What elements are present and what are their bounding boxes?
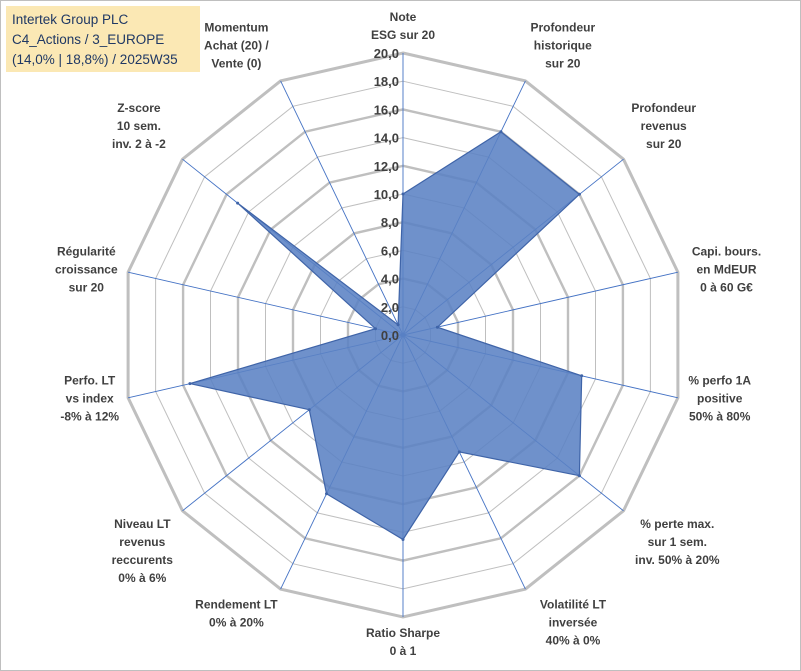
series-point bbox=[577, 192, 581, 196]
axis-label: % perfo 1A positive 50% à 80% bbox=[688, 374, 751, 424]
series-point bbox=[577, 474, 581, 478]
series-point bbox=[307, 408, 311, 412]
series-point bbox=[499, 130, 503, 134]
series-point bbox=[325, 492, 328, 496]
series-point bbox=[401, 192, 405, 196]
axis-label: Profondeur historique sur 20 bbox=[530, 21, 595, 71]
series-point bbox=[188, 382, 192, 386]
radar-series bbox=[188, 130, 584, 541]
radar-axis-labels: Note ESG sur 20 Profondeur historique sur 20… bbox=[55, 10, 761, 658]
axis-label: Ratio Sharpe 0 à 1 bbox=[366, 626, 440, 658]
title-line-stats: (14,0% | 18,8%) / 2025W35 bbox=[12, 52, 178, 67]
axis-label: Volatilité LT inversée 40% à 0% bbox=[540, 597, 607, 647]
axis-label: Z-score 10 sem. inv. 2 à -2 bbox=[112, 101, 166, 151]
tick-label: 4,0 bbox=[381, 272, 399, 287]
tick-label: 12,0 bbox=[374, 159, 399, 174]
axis-label: Note ESG sur 20 bbox=[371, 10, 435, 42]
series-point bbox=[435, 325, 439, 329]
axis-label: % perte max. sur 1 sem. inv. 50% à 20% bbox=[635, 517, 720, 567]
title-box: Intertek Group PLC C4_Actions / 3_EUROPE… bbox=[6, 6, 200, 72]
tick-label: 8,0 bbox=[381, 215, 399, 230]
series-point bbox=[457, 450, 461, 454]
series-point bbox=[401, 538, 405, 541]
axis-label: Profondeur revenus sur 20 bbox=[631, 101, 696, 151]
radar-spoke bbox=[280, 80, 404, 336]
tick-label: 10,0 bbox=[374, 187, 399, 202]
series-point bbox=[374, 327, 377, 331]
series-point bbox=[396, 323, 400, 327]
axis-label: Régularité croissance sur 20 bbox=[55, 245, 118, 295]
axis-label: Momentum Achat (20) / Vente (0) bbox=[204, 21, 269, 71]
tick-label: 2,0 bbox=[381, 300, 399, 315]
tick-label: 18,0 bbox=[374, 74, 399, 89]
axis-label: Perfo. LT vs index -8% à 12% bbox=[60, 374, 119, 424]
series-point bbox=[580, 374, 584, 378]
radar-spoke bbox=[402, 271, 679, 336]
axis-label: Rendement LT 0% à 20% bbox=[195, 597, 278, 629]
tick-label: 16,0 bbox=[374, 102, 399, 117]
radar-tick-labels: 0,0 2,0 4,0 6,0 8,0 10,0 12,0 14,0 16,0 18,0 20,0 bbox=[374, 46, 399, 343]
axis-label: Capi. bours. en MdEUR 0 à 60 G€ bbox=[692, 245, 761, 295]
axis-label: Niveau LT revenus reccurents 0% à 6% bbox=[112, 517, 174, 585]
series-point bbox=[236, 201, 240, 205]
title-line-category: C4_Actions / 3_EUROPE bbox=[12, 32, 165, 47]
tick-label: 0,0 bbox=[381, 328, 399, 343]
tick-label: 14,0 bbox=[374, 131, 399, 146]
tick-label: 6,0 bbox=[381, 243, 399, 258]
tick-label: 20,0 bbox=[374, 46, 399, 61]
radar-spoke bbox=[127, 271, 404, 336]
title-line-company: Intertek Group PLC bbox=[12, 12, 129, 27]
